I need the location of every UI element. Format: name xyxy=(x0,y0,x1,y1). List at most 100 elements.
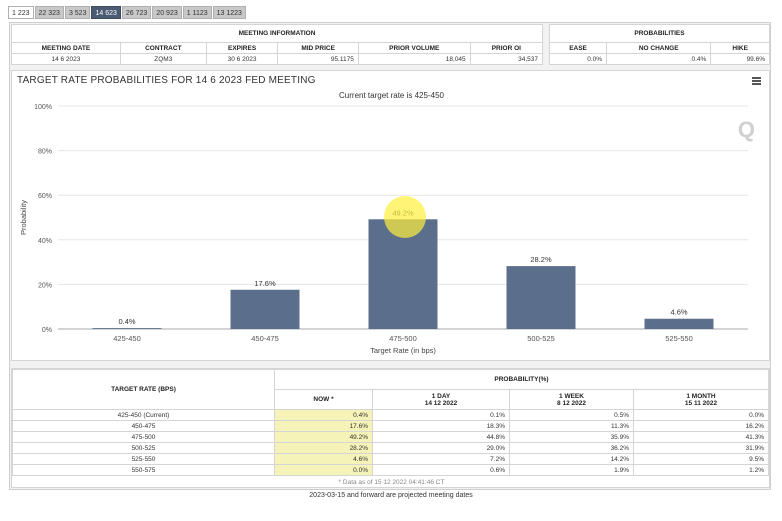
header-1-week: 1 WEEK 8 12 2022 xyxy=(509,389,634,410)
week-cell: 14.2% xyxy=(509,453,634,465)
bar-data-label: 0.4% xyxy=(118,317,135,326)
header-target-rate: TARGET RATE (BPS) xyxy=(12,369,275,410)
table-row: 450-475 17.6% 18.3% 11.3% 16.2% xyxy=(12,420,769,432)
y-tick-label: 80% xyxy=(38,149,52,156)
header-expires: EXPIRES xyxy=(205,42,279,54)
data-timestamp-note: * Data as of 15 12 2022 04:41:46 CT xyxy=(338,479,445,486)
header-1-day-date: 14 12 2022 xyxy=(424,399,458,407)
meeting-tab[interactable]: 14 623 xyxy=(91,6,121,19)
header-probability: PROBABILITY(%) xyxy=(274,369,769,390)
probability-history-table: TARGET RATE (BPS) PROBABILITY(%) NOW * 1… xyxy=(12,369,769,476)
chart-menu-icon[interactable] xyxy=(752,77,761,85)
header-1-month: 1 MONTH 15 11 2022 xyxy=(633,389,769,410)
header-1-day: 1 DAY 14 12 2022 xyxy=(372,389,510,410)
table-row: 500-525 28.2% 29.0% 36.2% 31.9% xyxy=(12,442,769,454)
now-cell: 4.6% xyxy=(274,453,373,465)
day-cell: 18.3% xyxy=(372,420,510,432)
header-now: NOW * xyxy=(274,389,373,410)
x-tick-label: 475-500 xyxy=(389,334,417,343)
x-tick-label: 450-475 xyxy=(251,334,279,343)
meeting-tab[interactable]: 1 1123 xyxy=(182,6,212,19)
rate-cell: 500-525 xyxy=(12,442,275,454)
x-tick-label: 500-525 xyxy=(527,334,555,343)
chart-title: TARGET RATE PROBABILITIES FOR 14 6 2023 … xyxy=(17,75,316,86)
projected-dates-note: 2023-03-15 and forward are projected mee… xyxy=(309,492,473,499)
y-tick-label: 40% xyxy=(38,238,52,245)
rate-cell: 525-550 xyxy=(12,453,275,465)
value-prior-volume: 18,045 xyxy=(357,53,471,65)
bar xyxy=(644,318,714,329)
x-tick-label: 525-550 xyxy=(665,334,693,343)
month-cell: 41.3% xyxy=(633,431,769,443)
table-row: 525-550 4.6% 7.2% 14.2% 9.5% xyxy=(12,453,769,465)
header-prior-oi: PRIOR OI xyxy=(469,42,544,54)
header-prior-volume: PRIOR VOLUME xyxy=(357,42,471,54)
month-cell: 1.2% xyxy=(633,464,769,476)
bar xyxy=(506,266,576,329)
value-no-change: 0.4% xyxy=(606,53,712,65)
now-cell: 49.2% xyxy=(274,431,373,443)
week-cell: 0.5% xyxy=(509,409,634,421)
x-tick-label: 425-450 xyxy=(113,334,141,343)
table-row: 550-575 0.0% 0.6% 1.9% 1.2% xyxy=(12,464,769,476)
bar-data-label: 28.2% xyxy=(530,255,552,264)
value-mid-price: 95.1175 xyxy=(277,53,359,65)
week-cell: 1.9% xyxy=(509,464,634,476)
month-cell: 31.9% xyxy=(633,442,769,454)
day-cell: 44.8% xyxy=(372,431,510,443)
now-cell: 0.4% xyxy=(274,409,373,421)
day-cell: 0.6% xyxy=(372,464,510,476)
rate-cell: 425-450 (Current) xyxy=(12,409,275,421)
y-tick-label: 60% xyxy=(38,193,52,200)
probabilities-table: PROBABILITIES EASE NO CHANGE HIKE 0.0% 0… xyxy=(548,24,770,65)
header-1-day-label: 1 DAY xyxy=(431,392,451,400)
cursor-highlight xyxy=(384,196,426,238)
meeting-tab[interactable]: 20 923 xyxy=(152,6,182,19)
header-no-change: NO CHANGE xyxy=(606,42,712,54)
value-ease: 0.0% xyxy=(548,53,608,65)
week-cell: 36.2% xyxy=(509,442,634,454)
bar-data-label: 17.6% xyxy=(254,279,276,288)
table-row: 475-500 49.2% 44.8% 35.9% 41.3% xyxy=(12,431,769,443)
y-tick-label: 20% xyxy=(38,282,52,289)
quikstrike-logo: Q xyxy=(737,117,755,142)
day-cell: 7.2% xyxy=(372,453,510,465)
rate-cell: 450-475 xyxy=(12,420,275,432)
rate-cell: 475-500 xyxy=(12,431,275,443)
header-ease: EASE xyxy=(548,42,608,54)
header-mid-price: MID PRICE xyxy=(277,42,359,54)
header-contract: CONTRACT xyxy=(119,42,207,54)
x-axis-label: Target Rate (in bps) xyxy=(370,346,436,355)
month-cell: 9.5% xyxy=(633,453,769,465)
meeting-tab[interactable]: 22 323 xyxy=(34,6,64,19)
y-axis-label: Probability xyxy=(19,200,28,235)
header-hike: HIKE xyxy=(710,42,770,54)
y-tick-label: 0% xyxy=(42,327,52,334)
meeting-tab[interactable]: 3 523 xyxy=(64,6,91,19)
now-cell: 17.6% xyxy=(274,420,373,432)
value-expires: 30 6 2023 xyxy=(205,53,279,65)
probability-history-panel: TARGET RATE (BPS) PROBABILITY(%) NOW * 1… xyxy=(11,368,770,488)
meeting-tab[interactable]: 1 223 xyxy=(8,6,34,19)
week-cell: 35.9% xyxy=(509,431,634,443)
header-1-month-label: 1 MONTH xyxy=(686,392,716,400)
value-hike: 99.6% xyxy=(710,53,770,65)
header-1-month-date: 15 11 2022 xyxy=(684,399,718,407)
table-row: 425-450 (Current) 0.4% 0.1% 0.5% 0.0% xyxy=(12,409,769,421)
meeting-info-table: MEETING INFORMATION MEETING DATE CONTRAC… xyxy=(11,24,544,65)
meeting-info-title: MEETING INFORMATION xyxy=(11,24,543,43)
bar xyxy=(92,328,162,329)
month-cell: 16.2% xyxy=(633,420,769,432)
y-tick-label: 100% xyxy=(34,104,52,111)
meeting-tab[interactable]: 26 723 xyxy=(121,6,152,19)
value-prior-oi: 34,537 xyxy=(469,53,544,65)
header-1-week-label: 1 WEEK xyxy=(559,392,584,400)
value-contract: ZQM3 xyxy=(119,53,207,65)
meeting-tabs: 1 223 22 323 3 523 14 623 26 723 20 923 1 1123… xyxy=(8,6,246,19)
header-meeting-date: MEETING DATE xyxy=(11,42,121,54)
month-cell: 0.0% xyxy=(633,409,769,421)
rate-cell: 550-575 xyxy=(12,464,275,476)
bar-data-label: 4.6% xyxy=(670,308,687,317)
now-cell: 28.2% xyxy=(274,442,373,454)
meeting-tab[interactable]: 13 1223 xyxy=(212,6,246,19)
